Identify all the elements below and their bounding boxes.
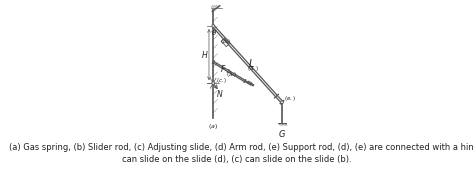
Text: $H$: $H$ xyxy=(201,49,209,60)
Text: $(b_s)$: $(b_s)$ xyxy=(220,37,232,46)
Circle shape xyxy=(281,101,283,104)
Text: can slide on the slide (d), (c) can slide on the slide (b).: can slide on the slide (d), (c) can slid… xyxy=(122,155,352,164)
Text: $\theta$: $\theta$ xyxy=(211,28,218,37)
Text: $(e.)$: $(e.)$ xyxy=(283,94,296,103)
Text: $(a.)$: $(a.)$ xyxy=(247,64,259,73)
Text: (a) Gas spring, (b) Slider rod, (c) Adjusting slide, (d) Arm rod, (e) Support ro: (a) Gas spring, (b) Slider rod, (c) Adju… xyxy=(9,143,474,152)
Text: $G$: $G$ xyxy=(278,128,286,139)
Circle shape xyxy=(212,82,215,84)
Bar xyxy=(221,38,229,47)
Bar xyxy=(247,81,252,85)
Text: $L$: $L$ xyxy=(247,57,255,69)
Text: $(a)$: $(a)$ xyxy=(208,122,218,131)
Circle shape xyxy=(212,25,215,27)
Text: $(c.)$: $(c.)$ xyxy=(216,76,228,84)
Text: $N$: $N$ xyxy=(216,88,224,99)
Text: $F$: $F$ xyxy=(220,63,227,74)
Text: $(a_s)$: $(a_s)$ xyxy=(226,70,237,79)
